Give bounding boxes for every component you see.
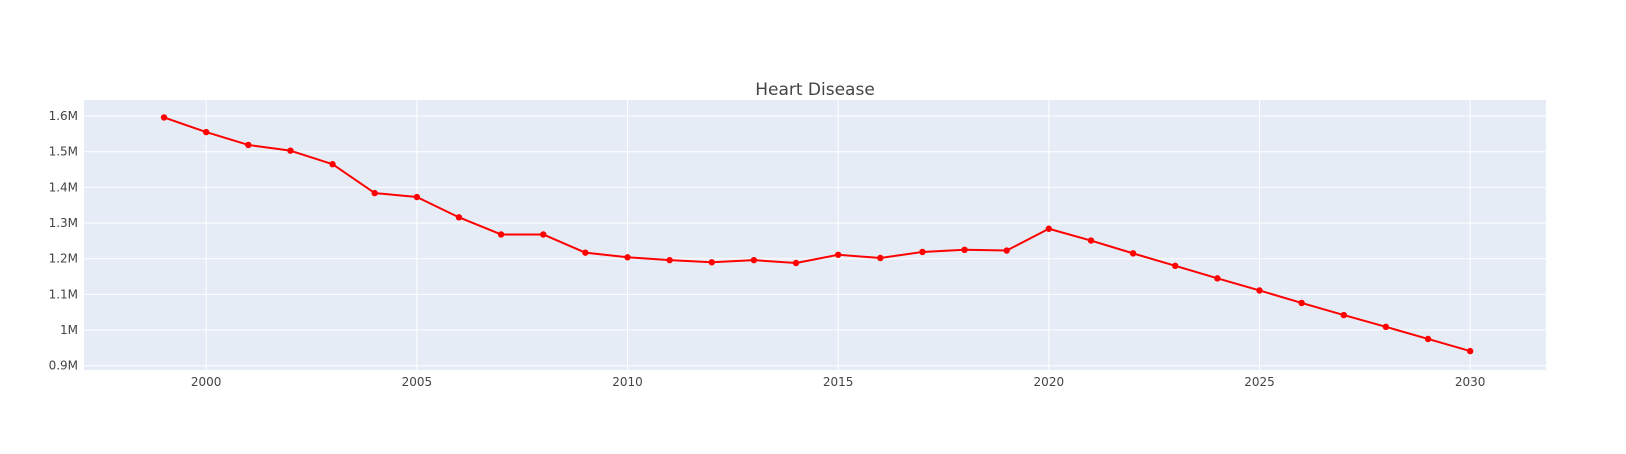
data-point[interactable] (497, 231, 505, 238)
data-point[interactable] (919, 248, 926, 256)
x-tick-label: 2030 (1455, 375, 1486, 389)
data-point[interactable] (371, 189, 378, 197)
data-point[interactable] (1466, 347, 1474, 355)
data-point[interactable] (708, 259, 715, 266)
data-point[interactable] (792, 259, 800, 267)
data-point[interactable] (287, 147, 294, 154)
y-tick-label: 1.6M (49, 109, 78, 123)
series-line (163, 116, 1471, 353)
data-point[interactable] (750, 256, 758, 264)
data-point[interactable] (624, 254, 631, 261)
data-point[interactable] (961, 246, 968, 254)
chart-title: Heart Disease (755, 80, 875, 100)
plot-background (84, 100, 1546, 370)
y-tick-label: 1.1M (49, 287, 78, 301)
x-tick-label: 2020 (1034, 375, 1065, 389)
data-point[interactable] (1424, 335, 1432, 343)
grid-lines (84, 100, 1546, 370)
data-point[interactable] (1129, 250, 1137, 257)
data-point[interactable] (877, 254, 884, 262)
x-tick-label: 2015 (823, 375, 854, 389)
x-tick-label: 2025 (1244, 375, 1275, 389)
data-point[interactable] (245, 141, 252, 149)
data-point[interactable] (834, 251, 842, 258)
y-tick-label: 0.9M (49, 359, 78, 373)
data-point[interactable] (160, 114, 168, 121)
y-tick-label: 1.4M (49, 180, 78, 194)
y-tick-label: 1M (60, 323, 78, 337)
x-tick-label: 2005 (402, 375, 433, 389)
x-tick-label: 2010 (612, 375, 643, 389)
y-tick-label: 1.3M (49, 216, 78, 230)
data-point[interactable] (1045, 225, 1053, 232)
data-point[interactable] (1003, 247, 1010, 254)
data-point[interactable] (413, 193, 421, 201)
data-point[interactable] (202, 128, 210, 136)
data-point[interactable] (666, 256, 673, 264)
y-tick-label: 1.2M (49, 252, 78, 266)
data-point[interactable] (329, 161, 336, 168)
axis-labels: 0.9M 1M 1.1M 1.2M 1.3M 1.4M 1.5M 1.6M 2000 2005 20… (49, 109, 1486, 389)
data-point[interactable] (1087, 237, 1095, 244)
data-point[interactable] (1298, 299, 1305, 307)
y-tick-label: 1.5M (49, 145, 78, 159)
data-point[interactable] (1214, 275, 1221, 282)
data-point[interactable] (455, 214, 463, 221)
data-point[interactable] (582, 249, 589, 256)
data-point[interactable] (1382, 323, 1390, 331)
data-point[interactable] (540, 231, 547, 238)
data-point[interactable] (1172, 262, 1179, 270)
data-point[interactable] (1256, 287, 1263, 294)
data-point[interactable] (1340, 311, 1347, 319)
x-tick-label: 2000 (191, 375, 222, 389)
series-layer (160, 114, 1474, 355)
